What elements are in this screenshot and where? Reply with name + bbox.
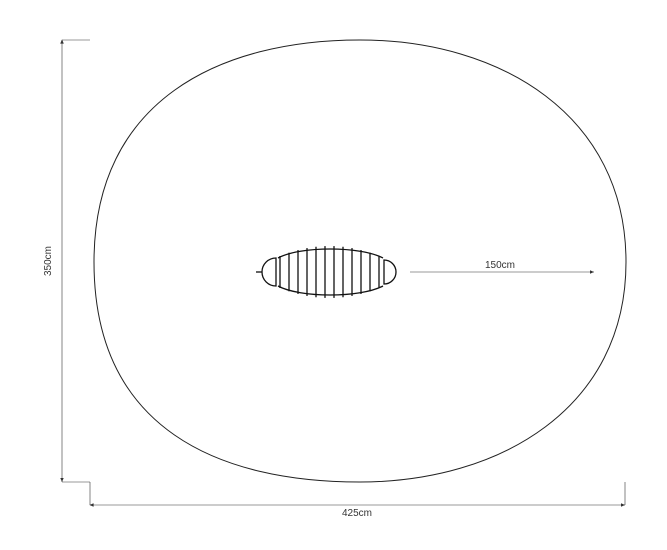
spring-envelope-bottom (278, 286, 383, 295)
equipment-top-view (256, 246, 396, 298)
dim-label-width: 425cm (342, 508, 372, 519)
safety-zone-boundary (94, 40, 626, 482)
spring-envelope-top (278, 249, 383, 258)
device-tail (384, 260, 396, 284)
technical-drawing: 425cm 350cm 150cm (0, 0, 667, 550)
device-head (262, 258, 276, 286)
dim-label-radius: 150cm (485, 260, 515, 271)
dim-label-height: 350cm (43, 246, 54, 276)
